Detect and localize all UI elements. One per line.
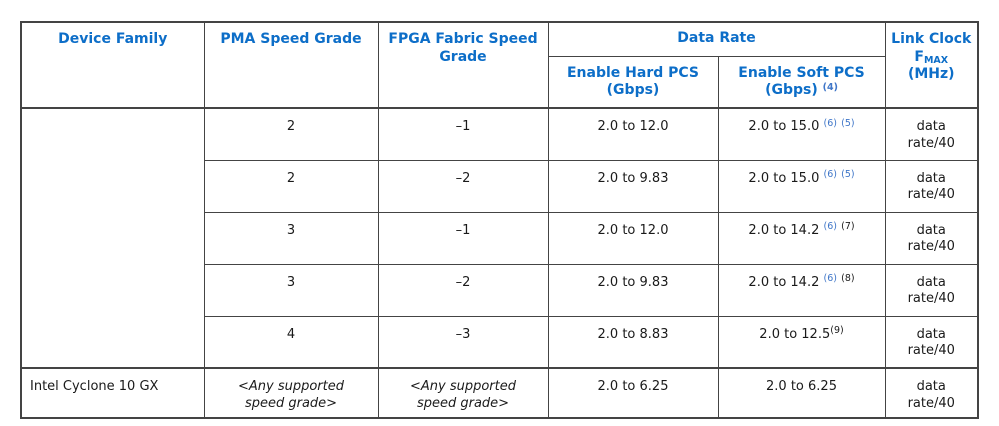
col-header-fpga-fabric-speed-grade: FPGA Fabric Speed Grade [377, 21, 549, 109]
hard-pcs-cell: 2.0 to 12.0 [547, 107, 719, 161]
footnote-ref-5[interactable]: (5) [841, 169, 855, 181]
soft-pcs-value: 2.0 to 15.0 [748, 119, 820, 134]
soft-pcs-cell: 2.0 to 12.5(9) [717, 315, 886, 369]
enable-soft-pcs-label: Enable Soft PCS (Gbps) [738, 64, 865, 99]
pma-speed-grade-cell: 3 [203, 211, 379, 265]
hard-pcs-cell: 2.0 to 9.83 [547, 159, 719, 213]
device-family-cell: Intel Cyclone 10 GX [20, 367, 205, 419]
any-speed-grade-value: <Any supported speed grade> [237, 379, 344, 411]
hard-pcs-cell: 2.0 to 6.25 [547, 367, 719, 419]
fabric-speed-grade-cell: –2 [377, 263, 549, 317]
link-clock-cell: data rate/40 [884, 315, 979, 369]
hard-pcs-cell: 2.0 to 8.83 [547, 315, 719, 369]
fabric-speed-grade-cell: –2 [377, 159, 549, 213]
device-family-cell [20, 107, 205, 369]
link-clock-cell: data rate/40 [884, 367, 979, 419]
soft-pcs-cell: 2.0 to 15.0 (6) (5) [717, 107, 886, 161]
footnote-ref-9: (9) [830, 325, 844, 337]
footnote-ref-8: (8) [841, 273, 855, 285]
table-row: 2 –2 2.0 to 9.83 2.0 to 15.0 (6) (5) dat… [21, 159, 979, 213]
link-clock-cell: data rate/40 [884, 159, 979, 213]
soft-pcs-value: 2.0 to 14.2 [748, 274, 820, 290]
pma-speed-grade-cell: 4 [203, 315, 379, 369]
link-clock-value: data rate/40 [907, 379, 955, 411]
table-row: 3 –1 2.0 to 12.0 2.0 to 14.2 (6) (7) dat… [21, 211, 979, 265]
hard-pcs-cell: 2.0 to 9.83 [547, 263, 719, 317]
soft-pcs-cell: 2.0 to 6.25 [717, 367, 886, 419]
footnote-ref-6[interactable]: (6) [823, 273, 837, 285]
link-clock-value: data rate/40 [907, 170, 955, 203]
table-row: Intel Cyclone 10 GX <Any supported speed… [20, 367, 979, 419]
link-clock-label: Link Clock [891, 31, 972, 47]
footnote-ref-6[interactable]: (6) [823, 221, 837, 233]
soft-pcs-value: 2.0 to 15.0 [748, 170, 820, 186]
col-header-enable-soft-pcs: Enable Soft PCS (Gbps) (4) [717, 55, 886, 109]
link-clock-value: data rate/40 [907, 222, 955, 255]
link-clock-cell: data rate/40 [884, 211, 979, 265]
table-row: 4 –3 2.0 to 8.83 2.0 to 12.5(9) data rat… [21, 315, 979, 369]
fabric-speed-grade-cell: <Any supported speed grade> [377, 367, 549, 419]
transceiver-speed-grade-table: Device Family PMA Speed Grade FPGA Fabri… [20, 21, 979, 419]
pma-speed-grade-cell: <Any supported speed grade> [203, 367, 379, 419]
fabric-speed-grade-cell: –3 [377, 315, 549, 369]
soft-pcs-cell: 2.0 to 15.0 (6) (5) [717, 159, 886, 213]
link-clock-value: data rate/40 [907, 274, 955, 307]
table-row: 2 –1 2.0 to 12.0 2.0 to 15.0 (6) (5) dat… [20, 107, 979, 369]
link-clock-cell: data rate/40 [884, 263, 979, 317]
pma-speed-grade-cell: 3 [203, 263, 379, 317]
soft-pcs-value: 2.0 to 12.5 [759, 326, 831, 342]
col-header-pma-speed-grade: PMA Speed Grade [203, 21, 379, 109]
fmax-label: FMAX [914, 48, 949, 66]
footnote-ref-5[interactable]: (5) [841, 117, 855, 129]
soft-pcs-value: 2.0 to 14.2 [748, 222, 820, 238]
footnote-ref-6[interactable]: (6) [823, 169, 837, 181]
pma-speed-grade-cell: 2 [203, 159, 379, 213]
fabric-speed-grade-cell: –1 [377, 211, 549, 265]
hard-pcs-cell: 2.0 to 12.0 [547, 211, 719, 265]
table-row: 3 –2 2.0 to 9.83 2.0 to 14.2 (6) (8) dat… [21, 263, 979, 317]
col-header-enable-hard-pcs: Enable Hard PCS (Gbps) [547, 55, 719, 109]
col-header-device-family: Device Family [20, 21, 205, 109]
link-clock-unit: (MHz) [907, 66, 955, 82]
any-speed-grade-value: <Any supported speed grade> [409, 379, 516, 411]
col-header-data-rate: Data Rate [547, 21, 886, 57]
pma-speed-grade-cell: 2 [203, 107, 379, 161]
soft-pcs-cell: 2.0 to 14.2 (6) (7) [717, 211, 886, 265]
footnote-ref-6[interactable]: (6) [823, 117, 837, 129]
fmax-subscript: MAX [923, 54, 949, 66]
link-clock-value: data rate/40 [907, 326, 955, 359]
footnote-ref-7: (7) [841, 221, 855, 233]
link-clock-value: data rate/40 [907, 119, 955, 151]
soft-pcs-cell: 2.0 to 14.2 (6) (8) [717, 263, 886, 317]
link-clock-cell: data rate/40 [884, 107, 979, 161]
col-header-link-clock-fmax: Link Clock FMAX (MHz) [884, 21, 979, 109]
footnote-ref-4[interactable]: (4) [822, 81, 838, 93]
fabric-speed-grade-cell: –1 [377, 107, 549, 161]
